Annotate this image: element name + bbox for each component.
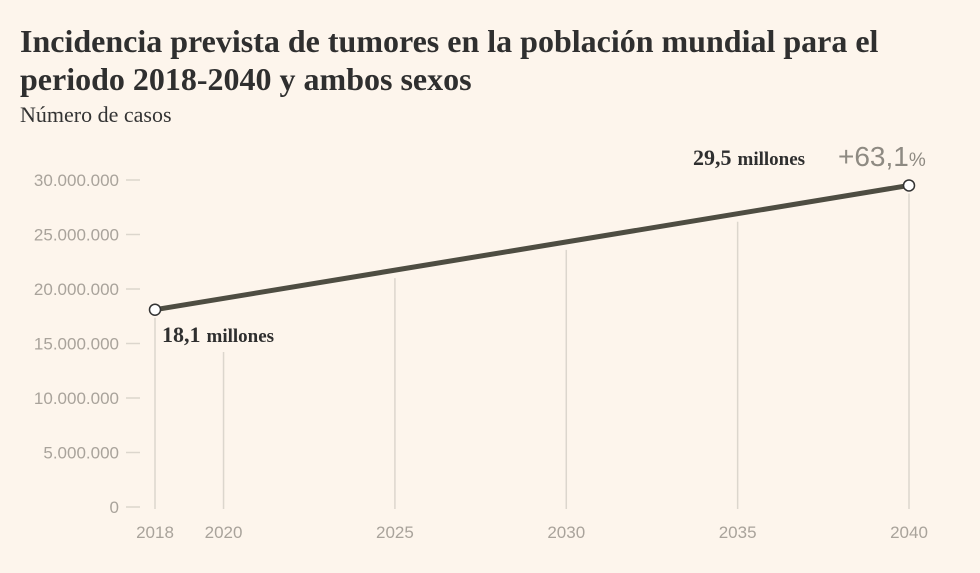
end-value-label: 29,5 millones <box>693 145 805 170</box>
annotation-layer: 18,1 millones 29,5 millones +63,1% <box>162 141 926 347</box>
start-unit: millones <box>207 326 275 347</box>
x-tick-label: 2030 <box>547 523 585 542</box>
x-tick-label: 2035 <box>719 523 757 542</box>
y-tick-label: 10.000.000 <box>34 389 119 408</box>
end-value: 29,5 <box>693 145 732 170</box>
start-value-label: 18,1 millones <box>162 322 274 347</box>
change-symbol: % <box>909 150 926 171</box>
y-tick-label: 15.000.000 <box>34 335 119 354</box>
x-axis: 2018 2020 2025 2030 2035 2040 <box>136 523 928 542</box>
x-tick-label: 2018 <box>136 523 174 542</box>
end-unit: millones <box>738 149 806 170</box>
x-tick-label: 2020 <box>205 523 243 542</box>
chart-subtitle: Número de casos <box>20 102 172 127</box>
series-line <box>152 182 912 313</box>
change-percent-label: +63,1% <box>838 141 926 172</box>
change-number: +63,1 <box>838 141 909 172</box>
x-tick-label: 2025 <box>376 523 414 542</box>
y-tick-label: 0 <box>110 498 119 517</box>
series-layer <box>148 179 916 316</box>
y-tick-label: 5.000.000 <box>43 444 119 463</box>
grid-layer <box>154 193 910 509</box>
y-tick-label: 25.000.000 <box>34 226 119 245</box>
chart-title: Incidencia prevista de tumores en la pob… <box>20 23 879 97</box>
x-tick-label: 2040 <box>890 523 928 542</box>
start-point <box>148 303 162 316</box>
y-tick-label: 20.000.000 <box>34 280 119 299</box>
y-axis: 0 5.000.000 10.000.000 15.000.000 20.000.000… <box>34 171 140 517</box>
start-value: 18,1 <box>162 322 201 347</box>
y-tick-label: 30.000.000 <box>34 171 119 190</box>
end-point <box>902 179 916 192</box>
